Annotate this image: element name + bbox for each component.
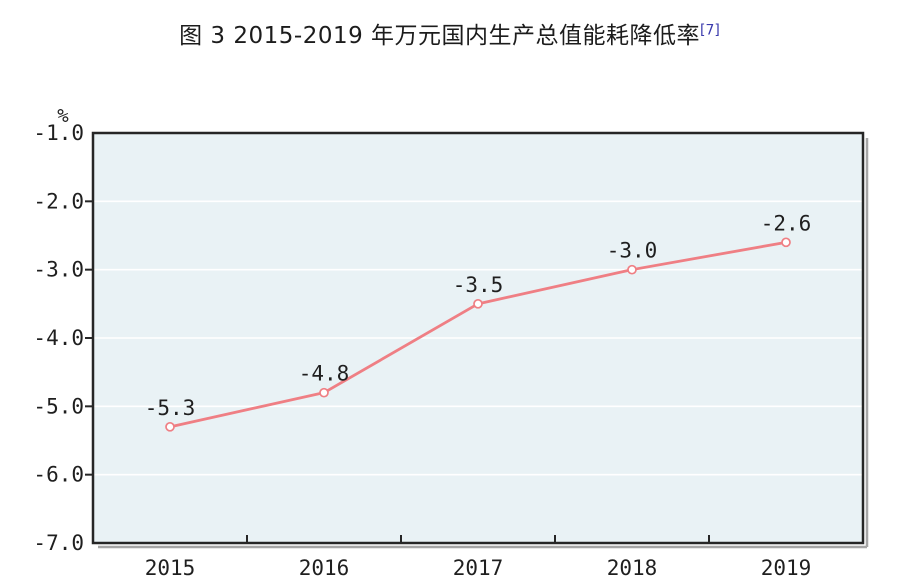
- plot-border: [91, 131, 865, 545]
- y-axis-label: -2.0: [33, 189, 84, 213]
- y-axis-label: -3.0: [33, 258, 84, 282]
- x-axis-label: 2018: [607, 556, 658, 580]
- chart-title-footnote-marker: [7]: [700, 22, 720, 39]
- y-axis-label: -4.0: [33, 326, 84, 350]
- y-axis-label: -7.0: [33, 531, 84, 555]
- y-axis-label: -6.0: [33, 463, 84, 487]
- data-point-label: -3.5: [453, 273, 504, 297]
- x-axis-label: 2019: [761, 556, 812, 580]
- chart-title-text: 图 3 2015-2019 年万元国内生产总值能耗降低率: [179, 23, 701, 49]
- data-point-marker: [165, 421, 175, 432]
- chart-title: 图 3 2015-2019 年万元国内生产总值能耗降低率[7]: [0, 16, 899, 50]
- data-point-label: -5.3: [145, 396, 196, 420]
- data-point-marker: [781, 237, 791, 248]
- data-point-marker: [319, 387, 329, 398]
- data-point-label: -3.0: [607, 239, 658, 263]
- y-axis-label: -5.0: [33, 394, 84, 418]
- data-point-marker: [473, 298, 483, 309]
- data-point-marker: [627, 264, 637, 275]
- y-axis-label: -1.0: [33, 121, 84, 145]
- x-axis-label: 2015: [145, 556, 196, 580]
- data-point-label: -2.6: [761, 211, 812, 235]
- x-axis-label: 2016: [299, 556, 350, 580]
- y-axis-unit-label: %: [57, 105, 69, 127]
- data-point-label: -4.8: [299, 362, 350, 386]
- x-axis-label: 2017: [453, 556, 504, 580]
